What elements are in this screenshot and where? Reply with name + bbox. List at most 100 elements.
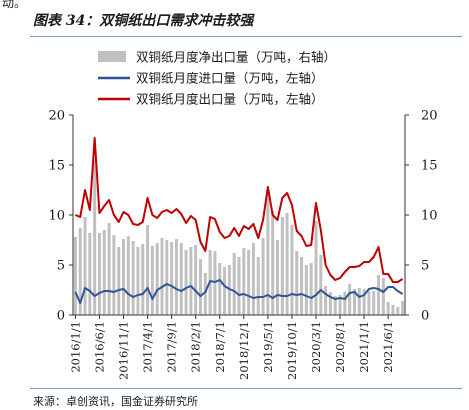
bar-net-export bbox=[285, 213, 289, 315]
legend-item: 双铜纸月度出口量（万吨，左轴） bbox=[98, 92, 324, 107]
bar-net-export bbox=[290, 225, 294, 315]
bar-net-export bbox=[83, 217, 87, 315]
x-tick-label: 2021/6/1 bbox=[381, 321, 395, 373]
bar-net-export bbox=[381, 278, 385, 315]
legend-label: 双铜纸月度出口量（万吨，左轴） bbox=[136, 92, 324, 107]
bar-net-export bbox=[372, 291, 376, 315]
bar-net-export bbox=[319, 255, 323, 315]
left-tick-label: 20 bbox=[48, 109, 65, 124]
left-tick-label: 15 bbox=[48, 159, 65, 174]
bar-net-export bbox=[73, 237, 77, 315]
bar-net-export bbox=[300, 257, 304, 315]
bar-net-export bbox=[251, 243, 255, 315]
bar-net-export bbox=[203, 273, 207, 315]
x-tick-label: 2017/9/1 bbox=[165, 321, 179, 373]
bar-net-export bbox=[237, 257, 241, 315]
bar-net-export bbox=[338, 295, 342, 315]
x-tick-label: 2016/6/1 bbox=[92, 321, 106, 373]
bar-net-export bbox=[401, 301, 405, 315]
bar-net-export bbox=[102, 230, 106, 315]
x-tick-label: 2016/11/1 bbox=[117, 321, 131, 380]
x-tick-label: 2018/12/1 bbox=[237, 321, 251, 380]
legend-label: 双铜纸月度净出口量（万吨，右轴） bbox=[136, 50, 336, 65]
bar-net-export bbox=[377, 275, 381, 315]
bar-net-export bbox=[348, 284, 352, 315]
bar-net-export bbox=[266, 191, 270, 315]
net-export-bars bbox=[73, 160, 405, 315]
right-tick-label: 15 bbox=[421, 159, 438, 174]
figure-title: 图表 34：双铜纸出口需求冲击较强 bbox=[33, 13, 254, 29]
legend-swatch-bar bbox=[98, 51, 126, 62]
bar-net-export bbox=[261, 238, 265, 315]
source-rule bbox=[30, 388, 462, 389]
bar-net-export bbox=[112, 235, 116, 315]
bar-net-export bbox=[93, 160, 97, 315]
bar-net-export bbox=[184, 250, 188, 315]
bar-net-export bbox=[362, 289, 366, 315]
x-tick-label: 2021/1/1 bbox=[357, 321, 371, 373]
bar-net-export bbox=[88, 233, 92, 315]
bar-net-export bbox=[328, 292, 332, 315]
bar-net-export bbox=[150, 246, 154, 315]
bar-net-export bbox=[324, 286, 328, 315]
bar-net-export bbox=[223, 267, 227, 315]
bar-net-export bbox=[276, 240, 279, 315]
bar-net-export bbox=[396, 307, 400, 315]
bar-net-export bbox=[218, 263, 222, 315]
bar-net-export bbox=[271, 211, 275, 315]
bar-net-export bbox=[136, 247, 140, 315]
bar-net-export bbox=[126, 236, 130, 315]
x-tick-label: 2019/10/1 bbox=[285, 321, 299, 380]
bar-net-export bbox=[122, 239, 126, 315]
bar-net-export bbox=[309, 263, 313, 315]
bar-net-export bbox=[165, 240, 169, 315]
x-tick-label: 2016/1/1 bbox=[68, 321, 82, 373]
bar-net-export bbox=[333, 296, 337, 315]
right-tick-label: 5 bbox=[421, 259, 429, 274]
right-tick-label: 10 bbox=[421, 209, 438, 224]
x-tick-label: 2020/3/1 bbox=[309, 321, 323, 373]
bar-net-export bbox=[131, 241, 135, 315]
left-tick-label: 10 bbox=[48, 209, 65, 224]
title-rule bbox=[30, 36, 462, 37]
x-tick-label: 2018/2/1 bbox=[189, 321, 203, 373]
source-note: 来源：卓创资讯，国金证券研究所 bbox=[33, 395, 198, 408]
x-tick-label: 2018/7/1 bbox=[213, 321, 227, 373]
x-tick-label: 2017/4/1 bbox=[141, 321, 155, 373]
line-import bbox=[74, 279, 404, 304]
bar-net-export bbox=[357, 288, 361, 315]
bar-net-export bbox=[117, 247, 121, 315]
bar-net-export bbox=[174, 239, 178, 315]
bar-net-export bbox=[194, 245, 198, 315]
right-tick-label: 20 bbox=[421, 109, 438, 124]
bar-net-export bbox=[367, 291, 371, 315]
bar-net-export bbox=[141, 244, 145, 315]
legend-item: 双铜纸月度进口量（万吨，左轴） bbox=[98, 71, 324, 86]
bar-net-export bbox=[247, 250, 251, 315]
bar-net-export bbox=[352, 289, 356, 315]
left-tick-label: 0 bbox=[57, 309, 65, 324]
chart-lines bbox=[74, 137, 404, 304]
chart-canvas: 双铜纸月度净出口量（万吨，右轴） 双铜纸月度进口量（万吨，左轴） 双铜纸月度出口量（… bbox=[48, 50, 437, 380]
top-text-fragment: 动。 bbox=[2, 0, 27, 10]
bar-net-export bbox=[160, 238, 164, 315]
chart-axes: 0 5 10 15 20 0 5 10 15 20 2016/1/1 2016/6/1 2016/11/… bbox=[48, 109, 437, 380]
bar-net-export bbox=[256, 257, 260, 315]
bar-net-export bbox=[179, 243, 183, 315]
figure-title-container: 图表 34：双铜纸出口需求冲击较强 bbox=[30, 10, 460, 34]
bar-net-export bbox=[97, 233, 101, 315]
legend-label: 双铜纸月度进口量（万吨，左轴） bbox=[136, 71, 324, 86]
chart-legend: 双铜纸月度净出口量（万吨，右轴） 双铜纸月度进口量（万吨，左轴） 双铜纸月度出口量（… bbox=[98, 50, 336, 107]
legend-item: 双铜纸月度净出口量（万吨，右轴） bbox=[98, 50, 336, 65]
right-tick-label: 0 bbox=[421, 309, 429, 324]
bar-net-export bbox=[155, 243, 159, 315]
bar-net-export bbox=[304, 265, 308, 315]
bar-net-export bbox=[146, 225, 150, 315]
bar-net-export bbox=[295, 251, 299, 315]
bar-net-export bbox=[170, 242, 174, 315]
bar-net-export bbox=[391, 305, 395, 315]
bar-net-export bbox=[314, 221, 318, 315]
left-tick-label: 5 bbox=[57, 259, 65, 274]
bar-net-export bbox=[78, 228, 82, 315]
bar-net-export bbox=[232, 253, 236, 315]
